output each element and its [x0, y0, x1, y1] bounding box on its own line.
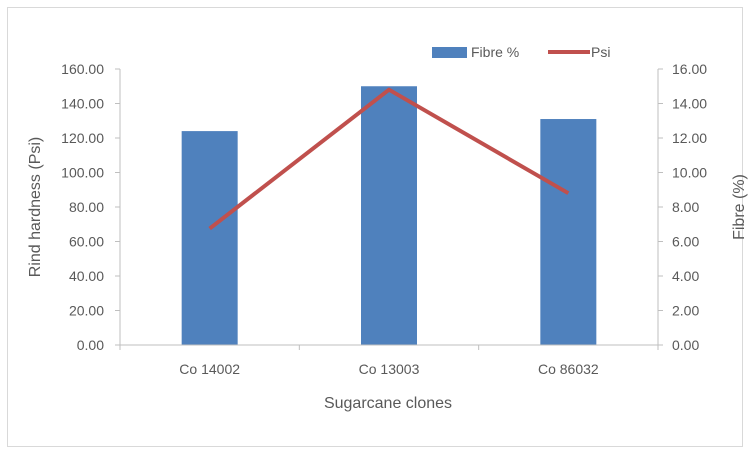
left-tick-label: 100.00 — [61, 165, 104, 181]
left-axis-ticks: 0.00 20.00 40.00 60.00 80.00 100.00 120.00 140.… — [61, 61, 120, 353]
right-tick-label: 4.00 — [672, 268, 699, 284]
left-tick-label: 20.00 — [69, 303, 104, 319]
legend-swatch-fibre — [432, 47, 467, 58]
bar-fibre — [540, 119, 597, 346]
right-tick-label: 12.00 — [672, 130, 707, 146]
left-tick-label: 160.00 — [61, 61, 104, 77]
left-tick-label: 140.00 — [61, 96, 104, 112]
right-tick-label: 2.00 — [672, 303, 699, 319]
left-tick-label: 80.00 — [69, 199, 104, 215]
left-tick-label: 0.00 — [77, 337, 104, 353]
right-tick-label: 6.00 — [672, 234, 699, 250]
right-tick-label: 14.00 — [672, 96, 707, 112]
right-tick-label: 0.00 — [672, 337, 699, 353]
category-label: Co 13003 — [359, 361, 420, 377]
x-axis-title: Sugarcane clones — [324, 395, 452, 412]
line-psi — [208, 87, 570, 231]
category-label: Co 86032 — [538, 361, 599, 377]
right-tick-label: 10.00 — [672, 165, 707, 181]
category-label: Co 14002 — [179, 361, 240, 377]
legend-label-fibre: Fibre % — [471, 44, 519, 60]
bar-fibre — [181, 131, 238, 345]
left-tick-label: 40.00 — [69, 268, 104, 284]
right-axis-ticks: 0.00 2.00 4.00 6.00 8.00 10.00 12.00 14.00 16.00 — [658, 61, 707, 353]
left-tick-label: 120.00 — [61, 130, 104, 146]
axes — [119, 69, 659, 346]
legend: Fibre % Psi — [432, 44, 610, 60]
line-series — [208, 87, 570, 231]
bar-series — [181, 86, 597, 346]
left-tick-label: 60.00 — [69, 234, 104, 250]
category-labels: Co 14002 Co 13003 Co 86032 — [119, 345, 659, 377]
left-axis-title: Rind hardness (Psi) — [27, 137, 44, 278]
bar-fibre — [361, 86, 417, 345]
right-axis-title: Fibre (%) — [731, 174, 748, 240]
right-tick-label: 8.00 — [672, 199, 699, 215]
legend-label-psi: Psi — [591, 44, 610, 60]
right-tick-label: 16.00 — [672, 61, 707, 77]
